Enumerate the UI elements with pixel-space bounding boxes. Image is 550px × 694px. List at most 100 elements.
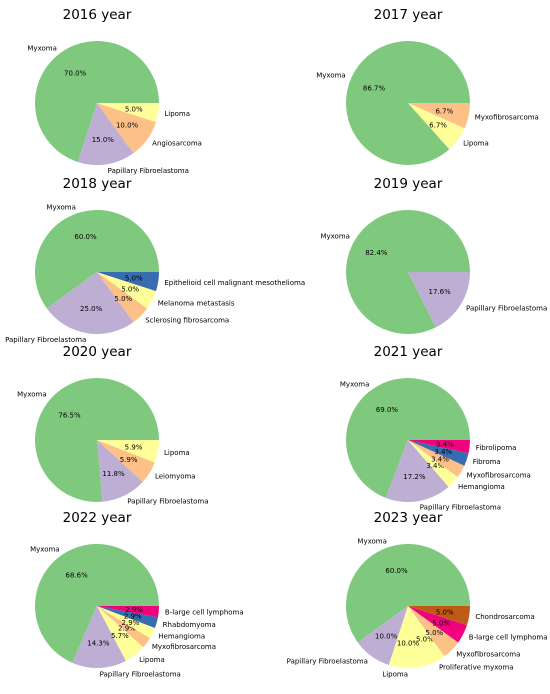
- pie-slice-myxoma: [346, 377, 470, 498]
- slice-category-label: Papillary Fibroelastoma: [100, 671, 181, 679]
- slice-category-label: Proliferative myxoma: [439, 663, 514, 671]
- slice-category-label: Myxofibrosarcoma: [467, 471, 531, 479]
- chart-title: 2020 year: [63, 344, 132, 360]
- slice-percent-label: 2.9%: [125, 606, 143, 614]
- slice-percent-label: 17.6%: [429, 288, 452, 296]
- slice-category-label: Myxoma: [27, 44, 57, 52]
- slice-category-label: Lipoma: [164, 110, 190, 118]
- slice-percent-label: 2.9%: [118, 625, 136, 633]
- slice-percent-label: 5.9%: [120, 456, 138, 464]
- slice-category-label: Chondrosarcoma: [475, 613, 534, 621]
- slice-category-label: Epithelioid cell malignant mesothelioma: [164, 279, 305, 287]
- pie-chart-2022-year: 2022 year 68.6% Myxoma 14.3% Papillary Fibro…: [30, 510, 244, 679]
- slice-percent-label: 5.0%: [125, 105, 143, 113]
- pie-slice-myxoma: [346, 543, 470, 643]
- slice-category-label: Myxoma: [316, 72, 346, 80]
- slice-category-label: Lipoma: [139, 656, 165, 664]
- slice-category-label: B-large cell lymphoma: [469, 633, 548, 641]
- pie-slice-myxofibrosarcoma: [408, 440, 465, 478]
- pie-chart-2021-year: 2021 year 69.0% Myxoma 17.2% Papillary Fibro…: [340, 344, 531, 512]
- pie-slice-myxoma: [34, 543, 159, 663]
- pie-slice-lipoma: [97, 103, 159, 123]
- slice-percent-label: 3.4%: [436, 440, 454, 448]
- slice-percent-label: 3.4%: [426, 462, 444, 470]
- chart-title: 2023 year: [374, 510, 443, 526]
- pie-slice-sclerosing-fibrosarcoma: [97, 272, 148, 323]
- slice-category-label: Leiomyoma: [155, 472, 196, 480]
- pie-slice-lipoma: [388, 606, 428, 669]
- slice-category-label: Angiosarcoma: [152, 140, 202, 148]
- slice-category-label: Lipoma: [382, 671, 408, 679]
- slice-percent-label: 2.9%: [122, 619, 140, 627]
- pie-slice-myxofibrosarcoma: [97, 606, 150, 648]
- pie-slice-lipoma: [97, 440, 159, 463]
- slice-percent-label: 5.0%: [125, 274, 143, 282]
- slice-percent-label: 11.8%: [102, 470, 125, 478]
- slice-percent-label: 6.7%: [429, 121, 447, 129]
- pie-slice-lipoma: [97, 606, 144, 661]
- pie-chart-2019-year: 2019 year 82.4% Myxoma 17.6% Papillary Fibro…: [320, 176, 547, 335]
- pie-slice-chondrosarcoma: [408, 606, 470, 626]
- pie-slice-papillary-fibroelastoma: [46, 272, 134, 334]
- pie-slice-myxoma: [345, 210, 470, 335]
- pie-slice-lipoma: [408, 103, 465, 150]
- slice-category-label: Myxoma: [340, 380, 370, 388]
- pie-slice-b-large-cell-lymphoma: [97, 606, 159, 618]
- slice-category-label: Papillary Fibroelastoma: [108, 167, 189, 175]
- slice-category-label: Hemangioma: [458, 483, 505, 491]
- pie-chart-2023-year: 2023 year 60.0% Myxoma 10.0% Papillary Fibro…: [287, 510, 548, 679]
- slice-percent-label: 14.3%: [87, 640, 110, 648]
- slice-percent-label: 60.0%: [74, 233, 97, 241]
- slice-percent-label: 5.0%: [121, 285, 139, 293]
- chart-title: 2017 year: [374, 7, 443, 23]
- pie-slice-b-large-cell-lymphoma: [408, 606, 467, 643]
- slice-category-label: Melanoma metastasis: [158, 299, 235, 307]
- pie-slice-papillary-fibroelastoma: [385, 440, 449, 502]
- slice-percent-label: 5.0%: [416, 636, 434, 644]
- slice-category-label: Myxofibrosarcoma: [456, 651, 520, 659]
- slice-category-label: Rhabdomyoma: [163, 621, 216, 629]
- pie-slice-myxoma: [34, 377, 159, 502]
- slice-percent-label: 76.5%: [58, 411, 81, 419]
- pie-slice-hemangioma: [97, 606, 155, 639]
- pie-chart-2017-year: 2017 year 86.7% Myxoma 6.7% Lipoma 6.7% Myxofi…: [316, 7, 539, 165]
- slice-category-label: Myxoma: [357, 538, 387, 546]
- slice-category-label: Myxofibrosarcoma: [152, 643, 216, 651]
- slice-category-label: Lipoma: [164, 449, 190, 457]
- pie-chart-2016-year: 2016 year 70.0% Myxoma 15.0% Papillary Fibro…: [27, 7, 202, 175]
- pie-slice-rhabdomyoma: [97, 606, 158, 629]
- chart-title: 2016 year: [63, 7, 132, 23]
- pie-slice-melanoma-metastasis: [97, 272, 156, 309]
- chart-title: 2019 year: [374, 176, 443, 192]
- pie-slice-papillary-fibroelastoma: [408, 272, 470, 328]
- slice-percent-label: 82.4%: [365, 249, 388, 257]
- chart-title: 2021 year: [374, 344, 443, 360]
- slice-percent-label: 69.0%: [376, 406, 399, 414]
- slice-category-label: Fibroma: [473, 458, 501, 466]
- slice-category-label: Sclerosing fibrosarcoma: [145, 317, 229, 325]
- slice-percent-label: 2.9%: [124, 613, 142, 621]
- slice-percent-label: 25.0%: [80, 305, 103, 313]
- slice-category-label: Myxofibrosarcoma: [475, 114, 539, 122]
- pie-chart-2018-year: 2018 year 60.0% Myxoma 25.0% Papillary Fibro…: [5, 176, 305, 344]
- pie-slice-myxofibrosarcoma: [408, 103, 471, 129]
- chart-title: 2022 year: [63, 510, 132, 526]
- pie-slice-papillary-fibroelastoma: [72, 606, 126, 668]
- slice-category-label: Hemangioma: [158, 632, 205, 640]
- slice-category-label: Papillary Fibroelastoma: [127, 498, 208, 506]
- pie-chart-2020-year: 2020 year 76.5% Myxoma 11.8% Papillary Fibro…: [17, 344, 208, 506]
- slice-percent-label: 3.4%: [434, 448, 452, 456]
- slice-percent-label: 10.0%: [397, 640, 420, 648]
- slice-percent-label: 5.7%: [111, 632, 129, 640]
- pie-slice-myxoma: [34, 41, 159, 162]
- slice-percent-label: 86.7%: [363, 84, 386, 92]
- pie-slice-epithelioid-cell-malignant-mesothelioma: [97, 272, 159, 292]
- slice-percent-label: 15.0%: [92, 136, 115, 144]
- pie-slice-fibroma: [408, 440, 469, 466]
- chart-title: 2018 year: [63, 176, 132, 192]
- pie-slice-myxofibrosarcoma: [408, 606, 459, 657]
- slice-category-label: B-large cell lymphoma: [165, 609, 244, 617]
- pie-slice-myxoma: [346, 40, 470, 165]
- pie-slice-angiosarcoma: [97, 103, 156, 154]
- slice-category-label: Fibrolipoma: [476, 444, 517, 452]
